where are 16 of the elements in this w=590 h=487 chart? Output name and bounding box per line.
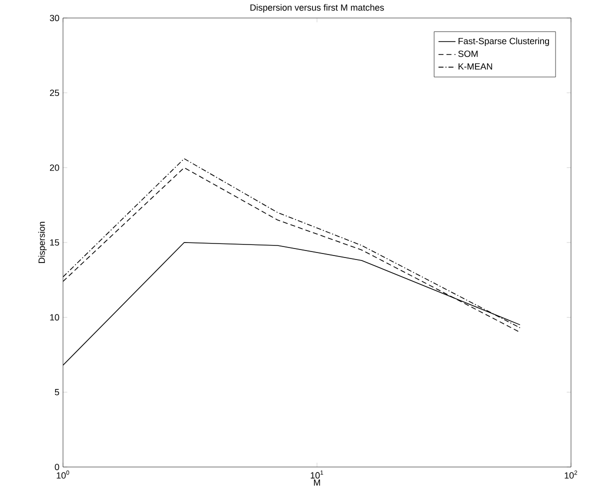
y-tick-label: 5 <box>54 389 60 396</box>
y-axis-title: Dispersion <box>38 222 47 263</box>
legend-label: SOM <box>458 50 478 57</box>
y-tick-label: 30 <box>50 14 60 22</box>
x-axis-title: M <box>314 479 320 486</box>
x-tick-label: 10$^{0}$ <box>56 470 70 479</box>
legend-label: Fast-Sparse Clustering <box>458 38 549 46</box>
x-tick-label: 10$^{2}$ <box>564 470 578 479</box>
y-tick-label: 25 <box>50 90 60 96</box>
legend-label: K-MEAN <box>458 63 492 70</box>
y-tick-label: 0 <box>54 464 60 470</box>
y-tick-label: 10 <box>50 314 60 321</box>
y-tick-label: 15 <box>50 239 60 246</box>
x-tick-label: 10$^{1}$ <box>310 470 324 479</box>
chart-title: Dispersion versus first M matches <box>250 4 384 12</box>
y-tick-label: 20 <box>50 164 60 171</box>
